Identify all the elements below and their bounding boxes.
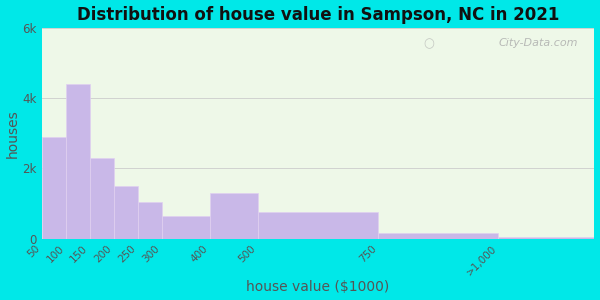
Bar bbox=[113, 186, 138, 239]
Bar bbox=[89, 158, 113, 239]
Text: City-Data.com: City-Data.com bbox=[499, 38, 578, 48]
Bar bbox=[41, 137, 65, 239]
Text: ○: ○ bbox=[423, 38, 434, 50]
Bar bbox=[258, 212, 378, 239]
Bar bbox=[498, 237, 595, 239]
Y-axis label: houses: houses bbox=[5, 109, 20, 158]
X-axis label: house value ($1000): house value ($1000) bbox=[247, 280, 389, 294]
Bar bbox=[210, 193, 258, 239]
Bar bbox=[65, 84, 89, 239]
Bar bbox=[162, 216, 210, 239]
Bar bbox=[378, 233, 498, 239]
Title: Distribution of house value in Sampson, NC in 2021: Distribution of house value in Sampson, … bbox=[77, 6, 559, 24]
Bar bbox=[138, 202, 162, 239]
